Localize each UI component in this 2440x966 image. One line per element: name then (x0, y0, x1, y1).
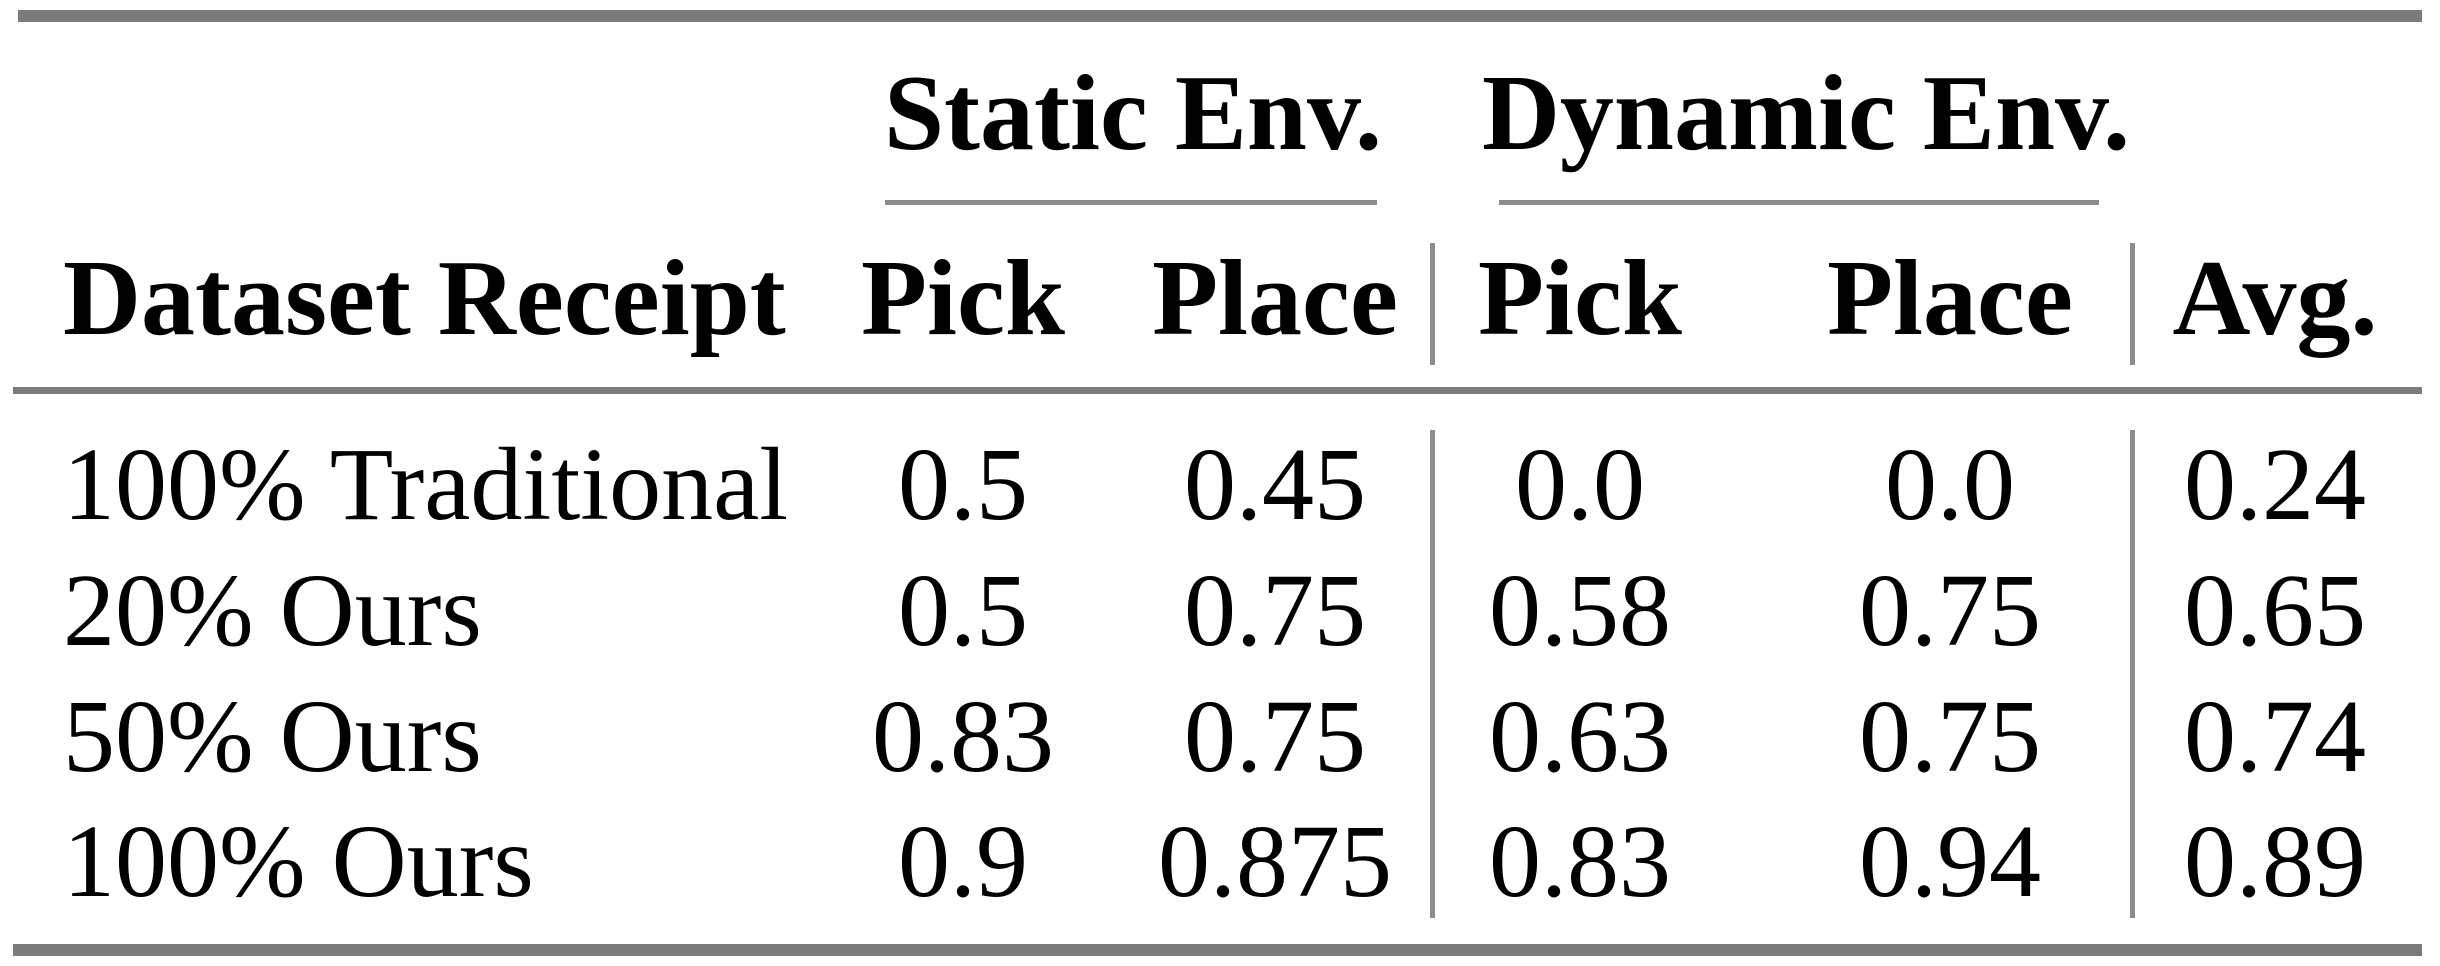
dynamic-env-underline (1499, 200, 2099, 205)
table-cell: 0.75 (1184, 553, 1366, 668)
row-label: 50% Ours (63, 679, 482, 794)
row-label: 20% Ours (63, 553, 482, 668)
table-cell: 0.94 (1859, 804, 2041, 919)
header-dynamic-pick: Pick (1478, 239, 1682, 358)
column-separator-2-body (2130, 430, 2135, 918)
table-cell: 0.75 (1859, 553, 2041, 668)
table-cell: 0.0 (1885, 427, 2015, 542)
table-cell: 0.5 (898, 427, 1028, 542)
table-cell: 0.63 (1489, 679, 1671, 794)
header-avg: Avg. (2172, 239, 2378, 358)
table-cell: 0.89 (2184, 804, 2366, 919)
column-separator-1-body (1430, 430, 1435, 918)
table-header-rule (13, 387, 2422, 394)
col-group-dynamic-env: Dynamic Env. (1481, 54, 2131, 173)
table-cell: 0.58 (1489, 553, 1671, 668)
col-group-static-env: Static Env. (883, 54, 1383, 173)
row-label: 100% Ours (63, 804, 534, 919)
table-bottom-rule (13, 944, 2422, 956)
column-separator-2-header (2130, 243, 2135, 365)
header-static-place: Place (1152, 239, 1398, 358)
table-cell: 0.83 (1489, 804, 1671, 919)
static-env-underline (885, 200, 1377, 205)
table-cell: 0.5 (898, 553, 1028, 668)
table-cell: 0.65 (2184, 553, 2366, 668)
header-dataset-receipt: Dataset Receipt (63, 239, 786, 358)
header-static-pick: Pick (861, 239, 1065, 358)
table-cell: 0.9 (898, 804, 1028, 919)
table-cell: 0.75 (1859, 679, 2041, 794)
table-cell: 0.75 (1184, 679, 1366, 794)
column-separator-1-header (1430, 243, 1435, 365)
table-cell: 0.83 (872, 679, 1054, 794)
table-top-rule (18, 10, 2422, 22)
header-dynamic-place: Place (1827, 239, 2073, 358)
table-cell: 0.45 (1184, 427, 1366, 542)
row-label: 100% Traditional (63, 427, 789, 542)
table-cell: 0.0 (1515, 427, 1645, 542)
table-cell: 0.875 (1158, 804, 1392, 919)
table-cell: 0.74 (2184, 679, 2366, 794)
table-cell: 0.24 (2184, 427, 2366, 542)
